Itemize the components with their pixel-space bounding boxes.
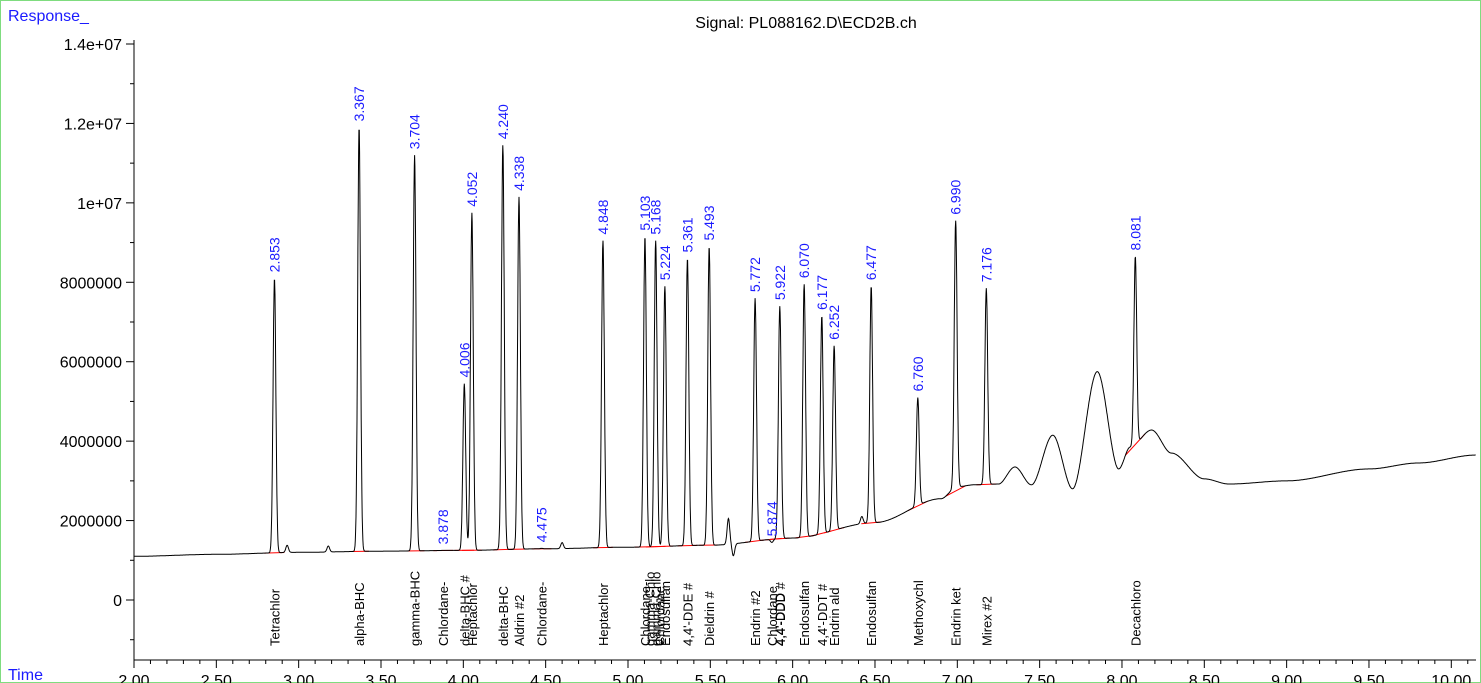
x-tick-label: 10.00	[1431, 673, 1471, 683]
y-tick-label: 6000000	[60, 355, 122, 372]
signal-trace	[134, 129, 1476, 557]
x-tick-label: 2.00	[118, 673, 149, 683]
compound-label: Chlordane-	[436, 582, 451, 646]
y-tick-label: 8000000	[60, 275, 122, 292]
retention-time-label: 4.475	[534, 507, 550, 542]
compound-label: Tetrachlor	[267, 588, 282, 646]
y-axis-label: Response_	[8, 8, 90, 25]
compound-label: gamma-BHC	[408, 571, 423, 646]
y-tick-label: 2000000	[60, 514, 122, 531]
retention-time-label: 7.176	[978, 247, 994, 282]
compound-label: Chlordane	[652, 586, 667, 646]
compound-label: Endrin ket	[949, 587, 964, 646]
retention-time-label: 6.760	[910, 356, 926, 391]
y-tick-label: 0	[113, 593, 122, 610]
x-tick-label: 3.00	[283, 673, 314, 683]
retention-time-label: 6.477	[863, 245, 879, 280]
compound-label: Methoxychl	[911, 580, 926, 646]
x-tick-label: 8.00	[1106, 673, 1137, 683]
retention-time-label: 5.874	[764, 501, 780, 536]
x-tick-label: 5.00	[612, 673, 643, 683]
x-tick-label: 4.50	[530, 673, 561, 683]
retention-time-label: 6.990	[948, 179, 964, 214]
y-tick-label: 1e+07	[77, 196, 122, 213]
retention-time-label: 5.361	[679, 217, 695, 252]
x-tick-label: 3.50	[365, 673, 396, 683]
x-axis-label: Time	[8, 667, 43, 683]
compound-label: Heptachlor	[465, 582, 480, 646]
retention-time-label: 4.240	[495, 104, 511, 139]
retention-time-label: 6.070	[796, 243, 812, 278]
retention-time-label: 4.338	[511, 156, 527, 191]
axes: 0 2000000 4000000 6000000 8000000 1e+07 1.2e+0…	[60, 37, 1476, 683]
retention-time-label: 8.081	[1127, 215, 1143, 250]
compound-label: delta-BHC	[496, 586, 511, 646]
retention-time-label: 3.367	[351, 86, 367, 121]
compound-label: gamma-Chlo	[649, 572, 664, 646]
compound-label: Endosulfan	[864, 581, 879, 646]
compound-label: Aldrin #2	[512, 595, 527, 646]
x-tick-label: 6.50	[859, 673, 890, 683]
retention-time-label: 5.922	[772, 265, 788, 300]
retention-time-label: 4.006	[456, 342, 472, 377]
retention-time-label: 5.168	[648, 199, 664, 234]
compound-label: Endosulfan	[658, 581, 673, 646]
retention-time-label: 5.493	[701, 205, 717, 240]
compound-label: Endrin ald	[827, 587, 842, 646]
retention-time-label: 2.853	[266, 237, 282, 272]
compound-label: 4,4'-DDD	[772, 593, 787, 646]
y-tick-label: 1.4e+07	[64, 37, 122, 54]
baseline-segments	[264, 433, 1146, 554]
compound-label: Chlordane-	[535, 582, 550, 646]
x-tick-label: 7.50	[1024, 673, 1055, 683]
signal-line	[134, 129, 1476, 557]
retention-time-label: 5.772	[747, 257, 763, 292]
x-tick-label: 6.00	[777, 673, 808, 683]
compound-label: 4,4'-DDD #	[773, 581, 788, 646]
compound-label: Endrin #2	[748, 590, 763, 646]
compound-label: 4,4'-DDT #	[815, 583, 830, 646]
retention-time-label: 3.704	[407, 114, 423, 149]
x-tick-label: 7.00	[942, 673, 973, 683]
retention-time-label: 4.052	[464, 172, 480, 207]
x-tick-label: 5.50	[695, 673, 726, 683]
retention-time-label: 3.878	[435, 509, 451, 544]
compound-label: Dieldrin #	[702, 590, 717, 646]
compound-label: Heptachlor	[596, 582, 611, 646]
y-tick-label: 1.2e+07	[64, 116, 122, 133]
x-tick-label: 9.50	[1353, 673, 1384, 683]
retention-time-label: 5.103	[637, 195, 653, 230]
retention-time-label: 5.224	[657, 245, 673, 280]
retention-time-label: 6.177	[814, 275, 830, 310]
x-tick-label: 2.50	[201, 673, 232, 683]
x-tick-label: 4.00	[448, 673, 479, 683]
compound-label: Mirex #2	[979, 596, 994, 646]
retention-time-label: 4.848	[595, 199, 611, 234]
compound-label: Endosulfan	[797, 581, 812, 646]
baseline-segment	[945, 485, 966, 497]
y-tick-label: 4000000	[60, 434, 122, 451]
retention-time-label: 6.252	[826, 305, 842, 340]
compound-label: alpha-BHC	[352, 582, 367, 646]
x-tick-label: 8.50	[1189, 673, 1220, 683]
compound-label: gamma-Chlo	[642, 572, 657, 646]
compound-label: Chlordane	[765, 586, 780, 646]
chart-title: Signal: PL088162.D\ECD2B.ch	[695, 15, 916, 32]
peak-labels: 2.853 Tetrachlor 3.367 alpha-BHC 3.704 gamma-…	[266, 86, 1143, 646]
compound-label: delta-BHC #	[457, 574, 472, 646]
x-tick-label: 9.00	[1271, 673, 1302, 683]
compound-label: 4,4'-DDE #	[680, 582, 695, 646]
compound-label: Chlordane-	[638, 582, 653, 646]
compound-label: Decachloro	[1128, 580, 1143, 646]
